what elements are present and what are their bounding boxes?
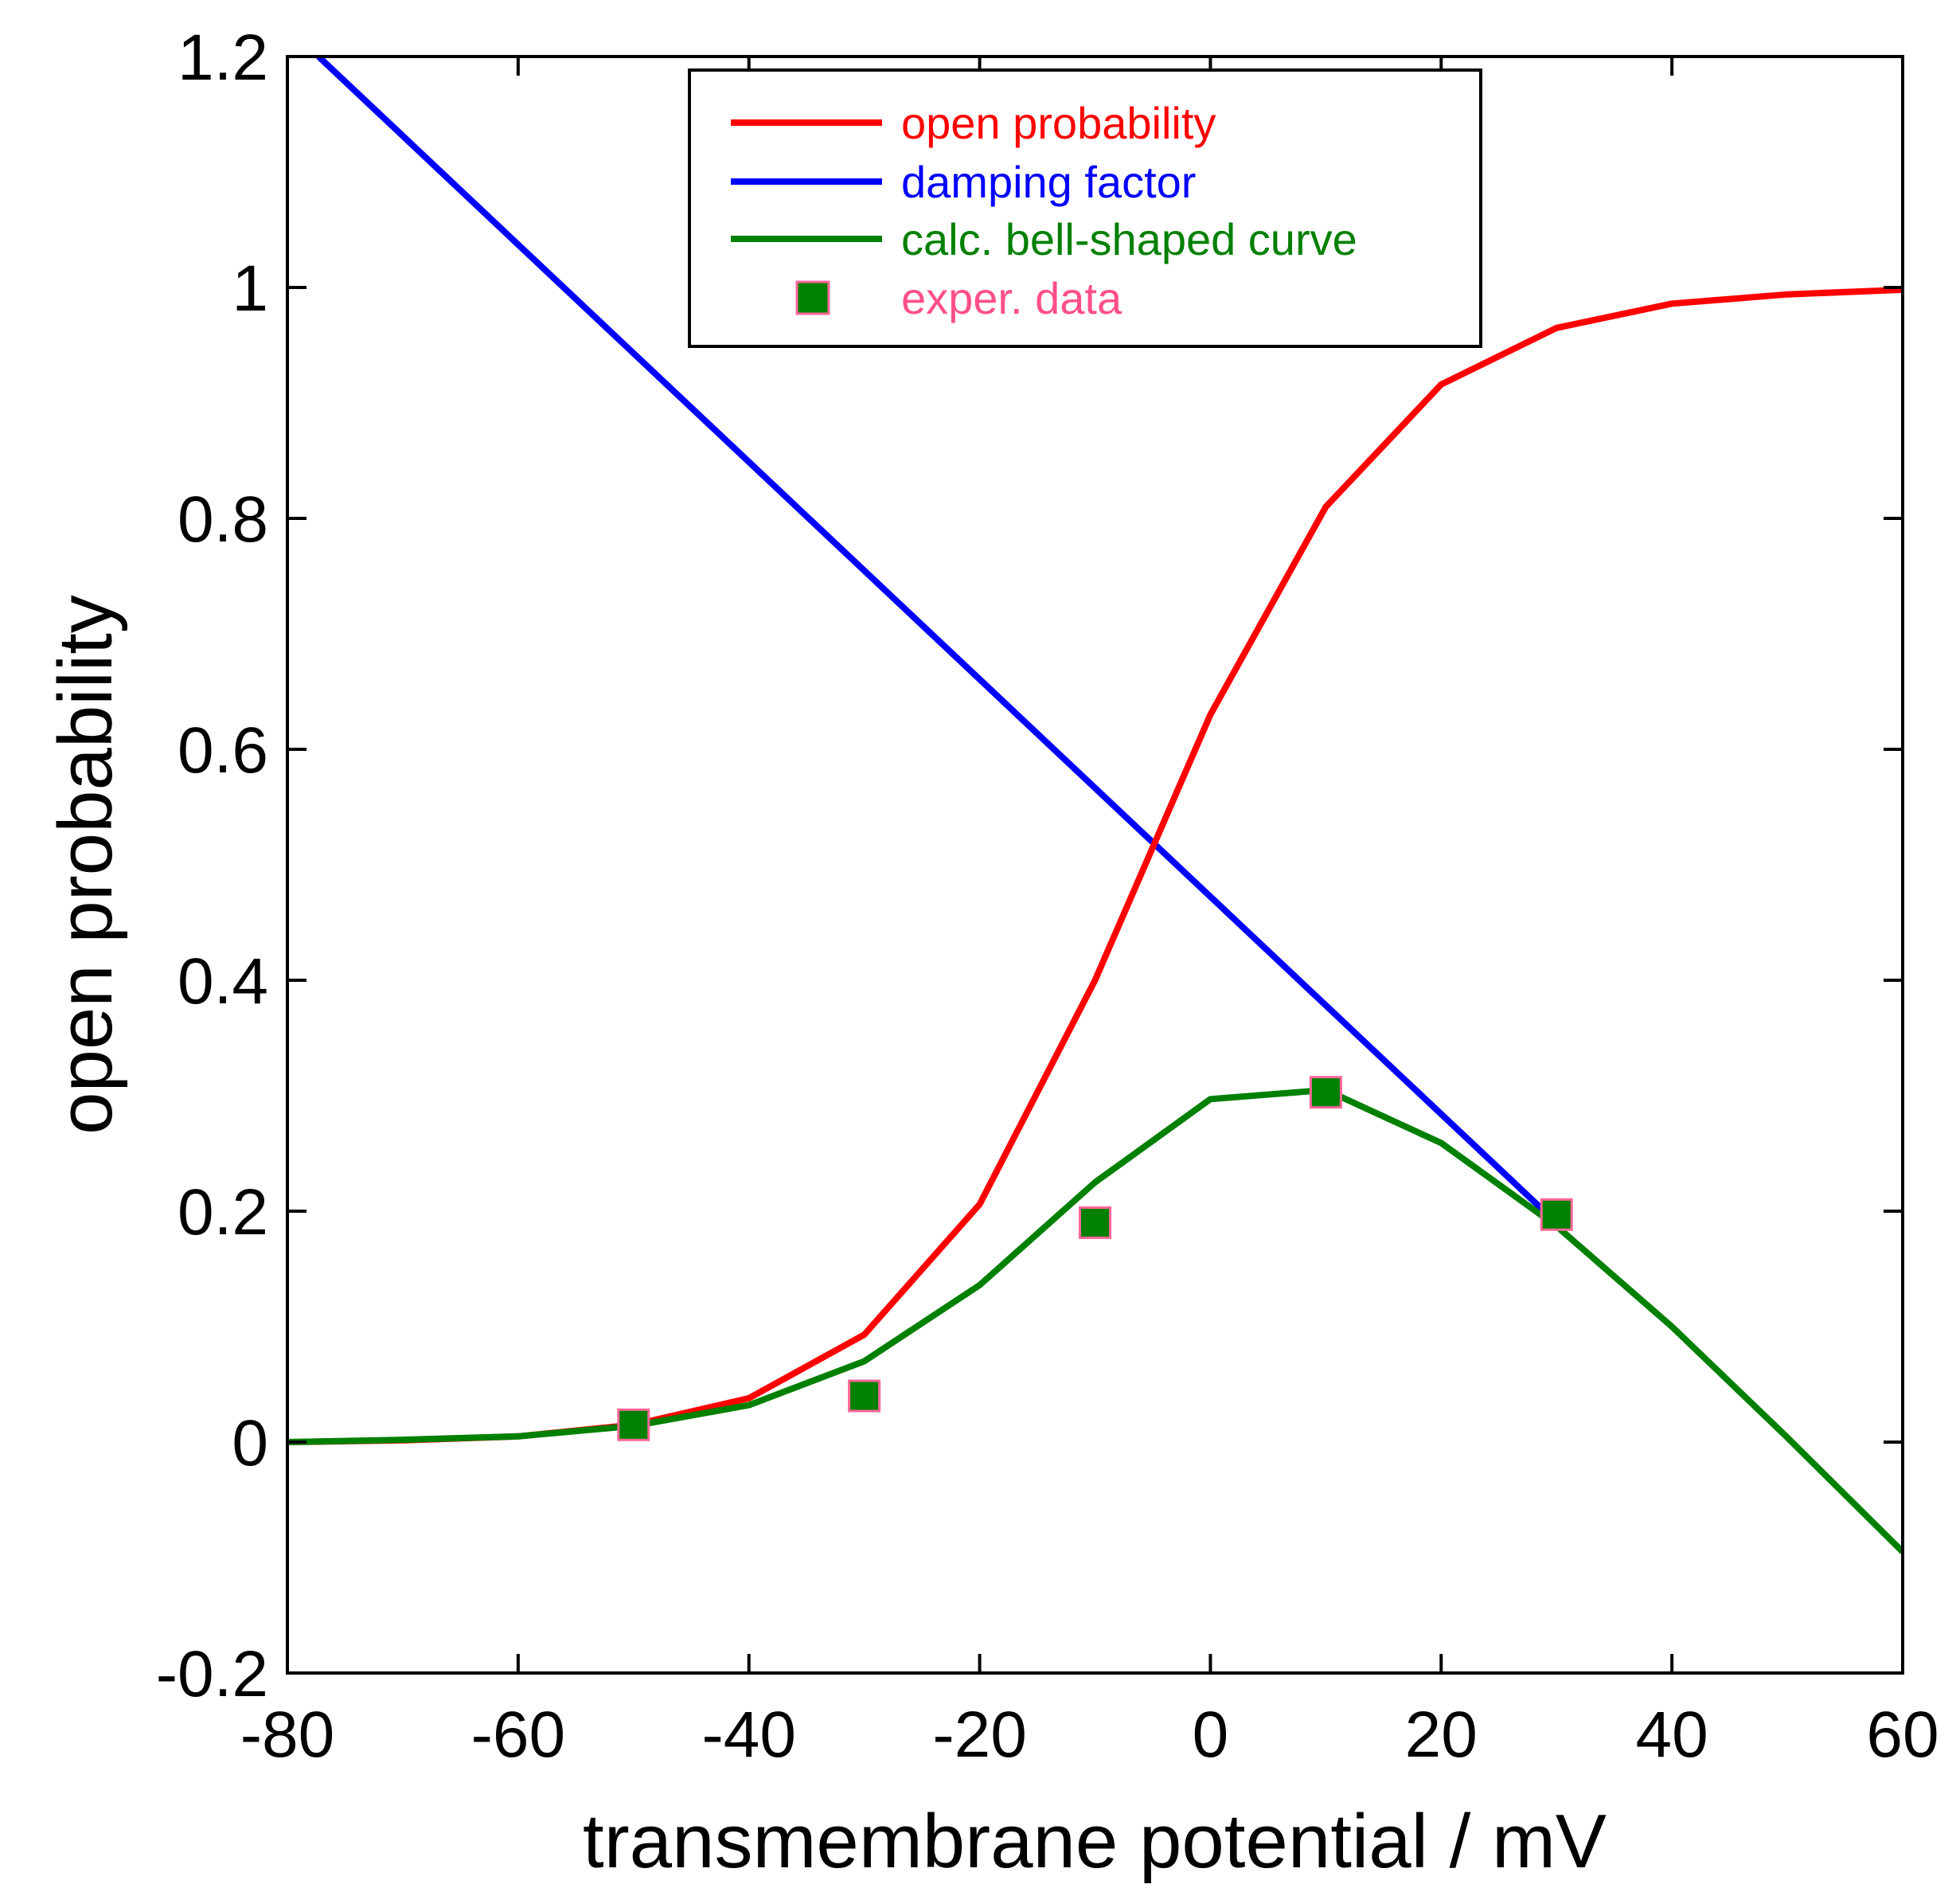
y-tick-label: 0.4 xyxy=(178,945,268,1018)
y-tick-label: 0.8 xyxy=(178,483,268,556)
legend-label-bell-curve: calc. bell-shaped curve xyxy=(901,214,1357,264)
plot-frame xyxy=(286,55,1904,1675)
plot-area xyxy=(287,57,1903,1554)
legend-label-damping-factor: damping factor xyxy=(901,157,1196,207)
x-axis-title: transmembrane potential / mV xyxy=(583,1799,1607,1884)
y-tick-label: -0.2 xyxy=(156,1638,268,1710)
ticks-layer: -80 -60 -40 -20 0 20 40 60 -0.2 0 0.2 0.4 0.6 0.8 1 1.2 xyxy=(156,22,1939,1771)
y-tick-label: 1 xyxy=(232,252,268,325)
legend-label-open-probability: open probability xyxy=(901,98,1216,148)
legend: open probability damping factor calc. be… xyxy=(688,68,1482,348)
series-line-calc-bell-shaped-curve xyxy=(287,1086,1903,1554)
data-point xyxy=(848,1379,881,1413)
x-tick-label: -80 xyxy=(240,1698,335,1771)
data-point xyxy=(1540,1198,1573,1231)
x-tick-label: 0 xyxy=(1193,1698,1229,1771)
legend-marker-exper-data xyxy=(795,280,830,315)
y-tick-label: 0.6 xyxy=(178,714,268,787)
y-tick-label: 0.2 xyxy=(178,1176,268,1249)
x-tick-label: 40 xyxy=(1636,1698,1708,1771)
marks-layer xyxy=(287,57,1903,1554)
legend-label-exper-data: exper. data xyxy=(901,273,1123,323)
x-tick-label: -40 xyxy=(701,1698,796,1771)
x-tick-label: 20 xyxy=(1405,1698,1478,1771)
y-tick-label: 0 xyxy=(232,1407,268,1480)
data-point xyxy=(1309,1076,1342,1109)
data-point xyxy=(617,1408,650,1441)
data-point xyxy=(1079,1206,1111,1239)
x-tick-label: 60 xyxy=(1866,1698,1939,1771)
x-tick-label: -60 xyxy=(471,1698,566,1771)
y-tick-label: 1.2 xyxy=(178,22,268,94)
series-line-damping-factor xyxy=(316,57,1559,1226)
x-tick-label: -20 xyxy=(932,1698,1027,1771)
y-axis-title: open probability xyxy=(43,595,128,1135)
